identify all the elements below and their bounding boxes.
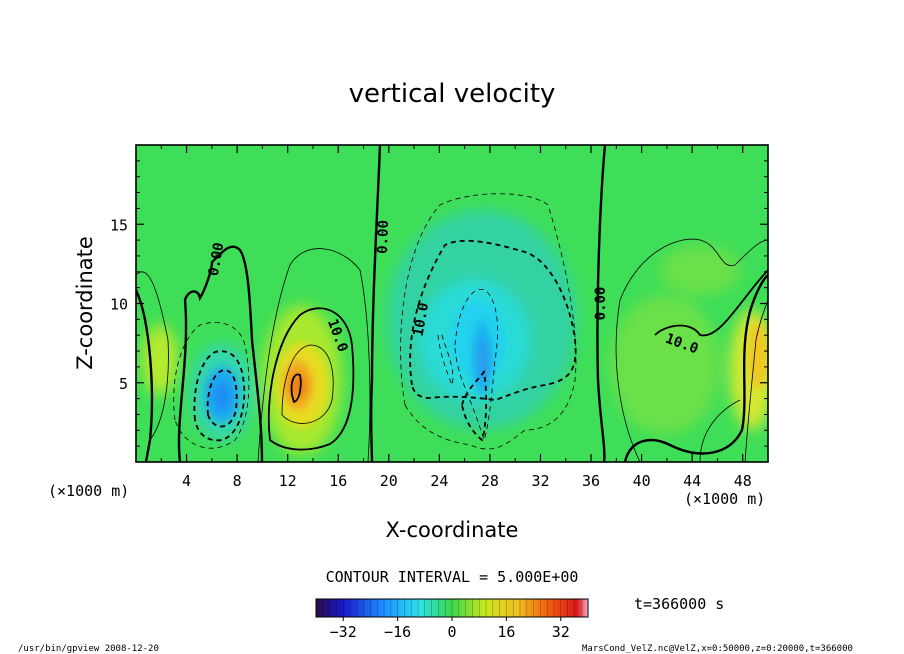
x-tick-label: 44: [683, 472, 701, 490]
chart-title: vertical velocity: [349, 79, 556, 109]
colorbar-tick-label: 0: [447, 623, 456, 641]
colorbar-tick-label: −32: [330, 623, 357, 641]
contour-interval-text: CONTOUR INTERVAL = 5.000E+00: [326, 568, 579, 586]
y-tick-label: 5: [119, 375, 128, 393]
x-tick-label: 8: [233, 472, 242, 490]
x-unit-label-right: (×1000 m): [684, 490, 765, 508]
colorbar-tick-label: 16: [497, 623, 515, 641]
x-tick-label: 32: [531, 472, 549, 490]
colorbar-tick-label: −16: [384, 623, 411, 641]
time-label: t=366000 s: [634, 595, 724, 613]
x-axis-ticks: 4 8 12 16 20 24 28 32 36 40 44 48: [160, 145, 752, 490]
contour-label: 10.0: [411, 302, 433, 338]
x-tick-label: 48: [734, 472, 752, 490]
colorbar-tick-label: 32: [552, 623, 570, 641]
footer-left: /usr/bin/gpview 2008-12-20: [18, 644, 159, 654]
contour-label: 0.00: [206, 241, 228, 277]
x-axis-label: X-coordinate: [386, 518, 519, 542]
x-tick-label: 24: [430, 472, 448, 490]
x-unit-label-left: (×1000 m): [48, 482, 129, 500]
x-tick-label: 40: [633, 472, 651, 490]
x-tick-label: 16: [329, 472, 347, 490]
y-tick-label: 10: [110, 296, 128, 314]
y-axis-label: Z-coordinate: [73, 236, 97, 370]
x-tick-label: 20: [380, 472, 398, 490]
contour-label: 0.00: [593, 287, 609, 321]
y-axis-ticks: 5 10 15: [110, 160, 768, 447]
x-tick-label: 4: [182, 472, 191, 490]
x-tick-label: 28: [481, 472, 499, 490]
x-tick-label: 36: [582, 472, 600, 490]
colorbar-lines: [322, 599, 582, 617]
contour-label: 0.00: [375, 220, 392, 254]
x-tick-label: 12: [279, 472, 297, 490]
y-tick-label: 15: [110, 216, 128, 234]
colorbar-ticks: −32 −16 0 16 32: [330, 617, 570, 641]
footer-right: MarsCond_VelZ.nc@VelZ,x=0:50000,z=0:2000…: [582, 644, 853, 654]
